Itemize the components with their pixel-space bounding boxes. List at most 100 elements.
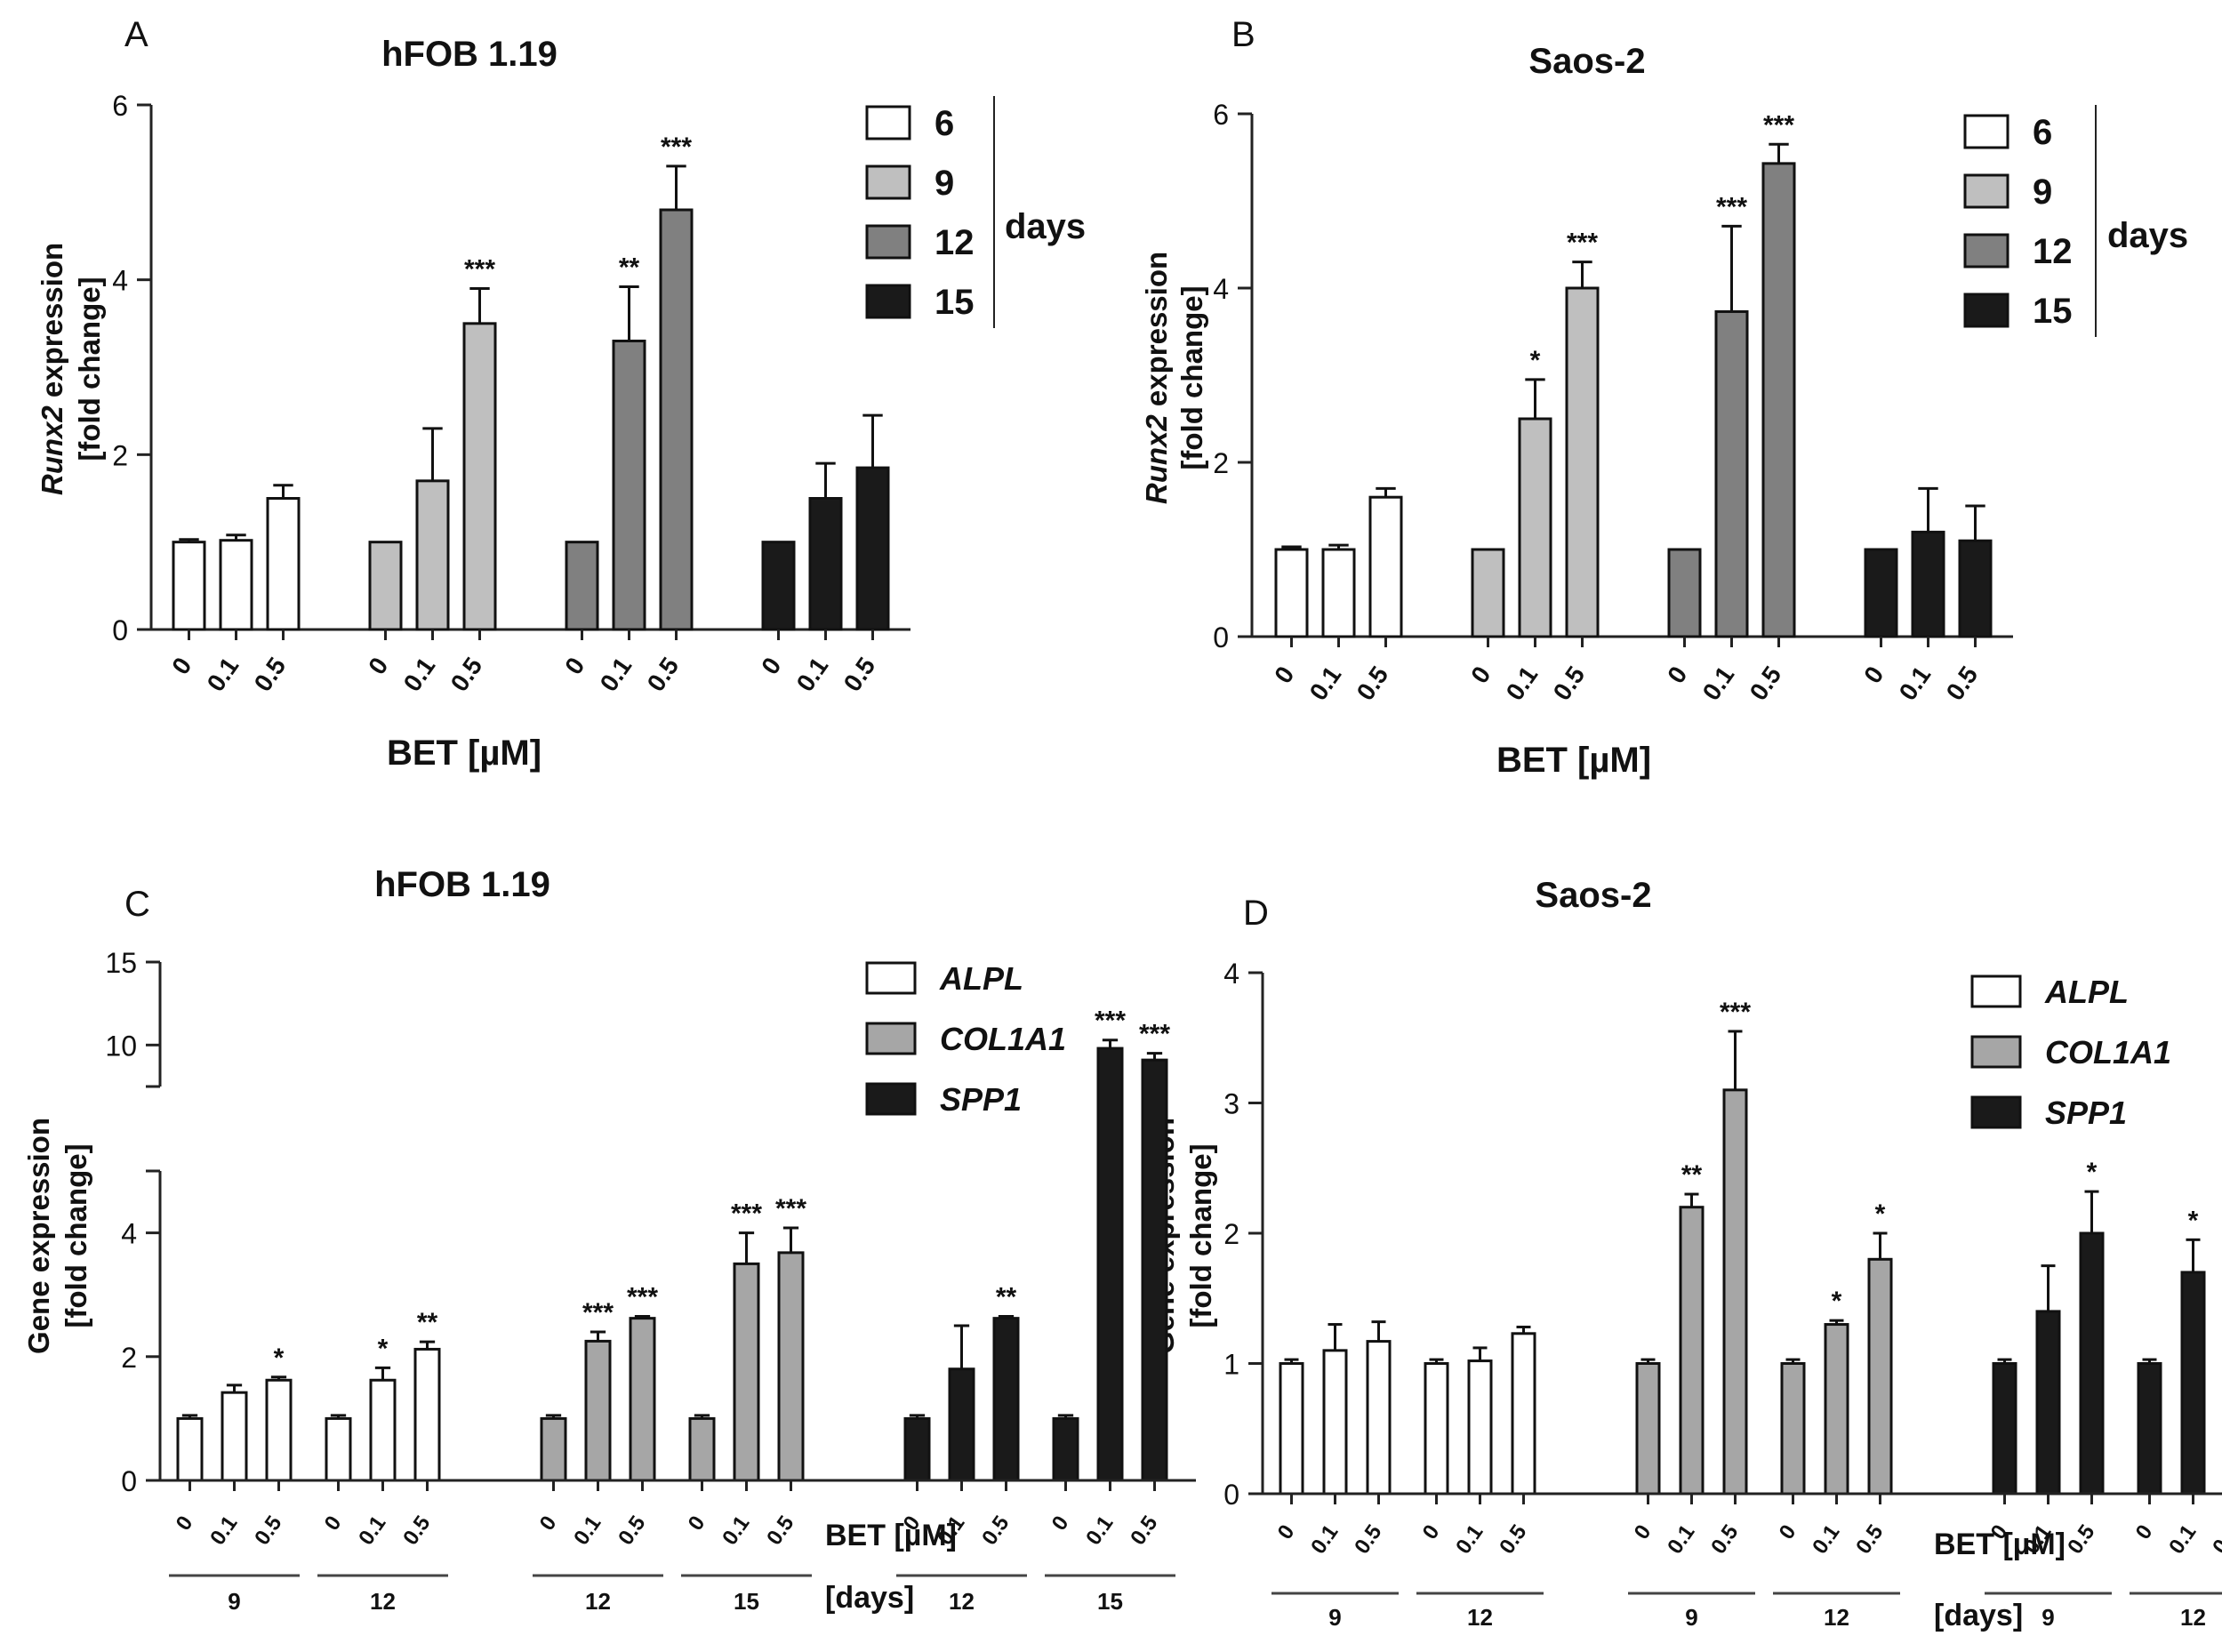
panel-d-days-label: [days] xyxy=(1934,1599,2023,1632)
panel-c-significance: * xyxy=(378,1334,389,1363)
panel-c-category-label: 0 xyxy=(320,1512,347,1535)
panel-a-significance: *** xyxy=(661,132,692,162)
panel-c-category-label: 0 xyxy=(1047,1512,1074,1535)
panel-b-category-label: 0.5 xyxy=(1745,662,1787,706)
panel-d-bar xyxy=(1722,1088,1748,1496)
panel-b-category-label: 0.1 xyxy=(1697,662,1740,706)
panel-c-category-label: 0.5 xyxy=(250,1512,286,1550)
panel-letter-c: C xyxy=(124,885,150,924)
panel-b-category-label: 0.1 xyxy=(1894,662,1937,706)
panel-a-ylabel-gene: Runx2 xyxy=(36,405,68,496)
panel-c-category-label: 0.5 xyxy=(614,1512,650,1550)
panel-b-bar xyxy=(1761,162,1796,638)
panel-d-bar xyxy=(1322,1349,1348,1496)
panel-c-bar xyxy=(688,1416,716,1482)
panel-a-ytick-label: 2 xyxy=(112,439,128,471)
panel-a-ylabel-rest: expression xyxy=(36,243,68,405)
panel-a-category-label: 0.5 xyxy=(249,653,292,697)
panel-d-bar xyxy=(1424,1362,1449,1496)
panel-c-significance: *** xyxy=(627,1283,658,1312)
panel-b-category-label: 0.1 xyxy=(1304,662,1347,706)
panel-d-bar xyxy=(1635,1362,1661,1496)
panel-d-day-label: 12 xyxy=(1467,1604,1493,1631)
panel-d-xlabel: BET [µM] xyxy=(1934,1528,2066,1561)
panel-d-ytick-label: 2 xyxy=(1223,1218,1239,1250)
panel-c-bar xyxy=(176,1416,204,1482)
panel-c-bar xyxy=(903,1416,931,1482)
panel-a-bar xyxy=(612,340,646,631)
panel-a-category-label: 0.5 xyxy=(445,653,488,697)
panel-b-xlabel: BET [µM] xyxy=(1496,741,1651,780)
panel-d-category-label: 0.1 xyxy=(1451,1520,1488,1559)
panel-a-legend-label: 15 xyxy=(935,283,975,322)
panel-b-bar xyxy=(1321,548,1356,638)
panel-c-category-label: 0.1 xyxy=(718,1512,754,1550)
panel-c-significance: *** xyxy=(731,1199,762,1229)
panel-d-bar xyxy=(2180,1271,2206,1496)
panel-d-legend-label: SPP1 xyxy=(2045,1095,2127,1131)
panel-d-bar xyxy=(1867,1257,1893,1496)
panel-d-significance: ** xyxy=(1681,1160,1703,1190)
panel-d-legend-swatch xyxy=(1970,974,2022,1008)
panel-a-ytick-label: 6 xyxy=(112,90,128,122)
panel-a-legend-label: 12 xyxy=(935,223,975,262)
panel-b-category-label: 0 xyxy=(1269,662,1299,689)
panel-a-bar xyxy=(415,479,450,631)
panel-a-ylabel: Runx2 expression xyxy=(36,243,68,495)
panel-d-legend-label: ALPL xyxy=(2044,974,2129,1010)
panel-b-ylabel: Runx2 expression xyxy=(1140,252,1173,504)
panel-b-category-label: 0 xyxy=(1858,662,1889,689)
panel-letter-b: B xyxy=(1231,15,1255,54)
panel-b-bar xyxy=(1565,286,1600,638)
panel-d-category-label: 0 xyxy=(2131,1520,2158,1544)
panel-a-bar xyxy=(855,466,890,631)
panel-a-significance: *** xyxy=(464,255,495,285)
panel-d-category-label: 0.1 xyxy=(2164,1520,2201,1559)
panel-b-category-label: 0.5 xyxy=(1941,662,1984,706)
panel-c-category-label: 0.5 xyxy=(977,1512,1014,1550)
panel-c-bar xyxy=(992,1317,1020,1482)
panel-c-ytick-label: 4 xyxy=(121,1218,137,1250)
panel-a-category-label: 0.1 xyxy=(595,653,638,697)
panel-b-significance: *** xyxy=(1716,192,1747,221)
panel-d-category-label: 0.1 xyxy=(1808,1520,1844,1559)
panel-b-category-label: 0.1 xyxy=(1501,662,1544,706)
panel-b-significance: *** xyxy=(1567,229,1598,258)
panel-b-ylabel-rest: expression xyxy=(1140,252,1173,414)
panel-c-category-label: 0.1 xyxy=(1081,1512,1118,1550)
panel-d-ytick-label: 0 xyxy=(1223,1479,1239,1511)
panel-b-ylabel2: [fold change] xyxy=(1175,285,1208,469)
panel-b-ytick-label: 0 xyxy=(1213,622,1229,654)
panel-b-ylabel-gene: Runx2 xyxy=(1140,414,1173,505)
panel-b-significance: * xyxy=(1530,346,1541,375)
panel-a-legend-swatch xyxy=(865,284,911,319)
panel-d-legend-swatch xyxy=(1970,1035,2022,1069)
panel-c-day-label: 12 xyxy=(370,1588,396,1615)
panel-b-significance: *** xyxy=(1763,110,1794,140)
panel-d-significance: * xyxy=(2188,1206,2199,1235)
panel-b-bar xyxy=(1667,548,1702,638)
panel-c-bar xyxy=(413,1347,441,1482)
panel-d-bar xyxy=(1780,1362,1806,1496)
panel-a-xlabel: BET [µM] xyxy=(387,734,541,773)
panel-b-bar xyxy=(1864,548,1898,638)
panel-d-legend-swatch xyxy=(1970,1095,2022,1129)
panel-a-bar xyxy=(266,497,301,631)
panel-c-bar xyxy=(325,1416,352,1482)
panel-a-bar xyxy=(659,208,694,631)
panel-d-ylabel2: [fold change] xyxy=(1184,1143,1217,1327)
panel-a-bar xyxy=(462,322,497,631)
panel-b-bar xyxy=(1518,417,1552,638)
panel-a-legend-swatch xyxy=(865,224,911,260)
panel-a-bar xyxy=(761,541,796,631)
panel-d-title: Saos-2 xyxy=(1535,876,1651,915)
panel-c-category-label: 0.1 xyxy=(569,1512,606,1550)
panel-d-day-label: 9 xyxy=(2042,1604,2054,1631)
panel-a-category-label: 0 xyxy=(363,653,393,680)
panel-c-ytick-label: 15 xyxy=(105,947,137,979)
panel-d-legend-label: COL1A1 xyxy=(2045,1034,2171,1071)
panel-d-bar xyxy=(1279,1362,1304,1496)
panel-c-significance: *** xyxy=(775,1194,806,1223)
